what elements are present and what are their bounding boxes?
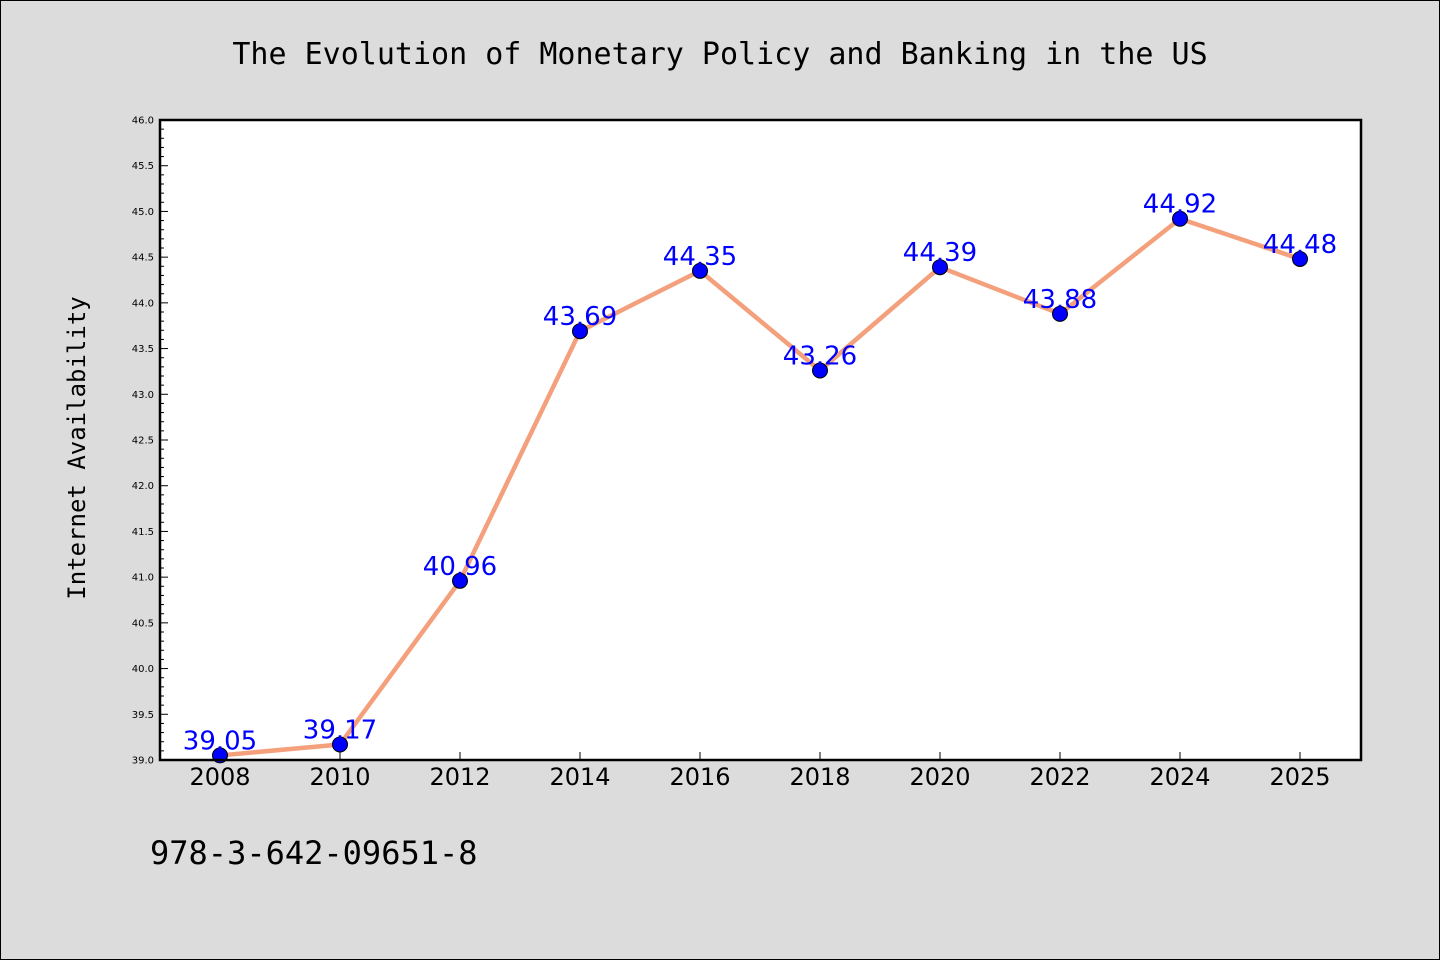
y-tick-label: 40.5 — [132, 618, 154, 629]
y-tick-label: 43.0 — [132, 390, 154, 401]
y-tick-label: 42.0 — [132, 481, 154, 492]
y-tick-label: 39.0 — [132, 756, 154, 767]
data-label: 44.92 — [1143, 190, 1217, 220]
y-tick-label: 46.0 — [132, 116, 154, 127]
data-point — [1052, 305, 1068, 322]
y-tick-label: 45.5 — [132, 161, 154, 172]
data-point — [692, 262, 708, 279]
data-label: 44.35 — [663, 242, 737, 272]
x-tick-label: 2024 — [1149, 763, 1210, 791]
x-tick-label: 2016 — [669, 763, 730, 791]
data-point — [1172, 210, 1188, 227]
x-axis: 2008 2010 2012 2014 2016 2018 2020 2022 2024 2025 — [189, 752, 1331, 791]
x-tick-label: 2018 — [789, 763, 850, 791]
data-point — [812, 362, 828, 379]
data-label: 44.39 — [903, 238, 977, 268]
isbn-text: 978-3-642-09651-8 — [150, 834, 478, 872]
data-label: 43.88 — [1023, 285, 1097, 315]
data-point — [452, 572, 468, 589]
y-tick-label: 39.5 — [132, 710, 154, 721]
data-label: 39.05 — [183, 726, 257, 756]
y-tick-label: 44.5 — [132, 253, 154, 264]
data-label-group: 39.05 39.17 40.96 43.69 44.35 43.26 44.39 43.88… — [183, 190, 1337, 757]
plot-border — [158, 118, 1363, 762]
x-tick-label: 2014 — [549, 763, 610, 791]
data-label: 40.96 — [423, 552, 497, 582]
data-label: 43.26 — [783, 342, 857, 372]
y-tick-label: 42.5 — [132, 436, 154, 447]
series-line — [217, 216, 1303, 758]
y-tick-label: 40.0 — [132, 664, 154, 675]
data-point — [932, 259, 948, 276]
data-label: 44.48 — [1263, 230, 1337, 260]
data-label: 39.17 — [303, 715, 377, 745]
x-tick-label: 2025 — [1269, 763, 1330, 791]
y-axis-label: Internet Availability — [63, 296, 91, 599]
series-line-group — [212, 210, 1308, 764]
plot-area — [160, 120, 1361, 760]
y-tick-label: 43.5 — [132, 344, 154, 355]
data-point — [572, 323, 588, 340]
y-tick-label: 45.0 — [132, 207, 154, 218]
data-point — [1292, 250, 1308, 267]
x-tick-label: 2022 — [1029, 763, 1090, 791]
x-tick-label: 2008 — [189, 763, 250, 791]
data-point — [332, 736, 348, 753]
x-tick-label: 2020 — [909, 763, 970, 791]
data-label: 43.69 — [543, 302, 617, 332]
y-tick-label: 44.0 — [132, 298, 154, 309]
chart-title: The Evolution of Monetary Policy and Ban… — [232, 37, 1207, 72]
x-tick-label: 2012 — [429, 763, 490, 791]
x-tick-label: 2010 — [309, 763, 370, 791]
y-tick-label: 41.0 — [132, 573, 154, 584]
y-axis: 39.0 39.5 40.0 40.5 41.0 41.5 42.0 42.5 43.0 43.5… — [132, 116, 168, 767]
y-tick-label: 41.5 — [132, 527, 154, 538]
